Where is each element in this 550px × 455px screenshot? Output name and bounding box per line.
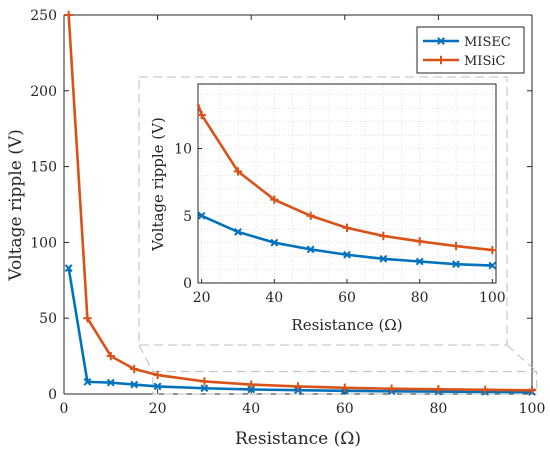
inset-point-misec-b (452, 260, 460, 269)
main-point-misec-b (247, 385, 256, 394)
inset-x-tick-label: 40 (265, 290, 283, 306)
main-point-misec-b (200, 384, 209, 393)
inset-x-tick-label: 60 (338, 290, 356, 306)
zoom-region-box (152, 371, 538, 395)
inset-y-tick-label: 0 (183, 276, 192, 292)
inset-point-misec-b (306, 245, 315, 254)
legend-box (416, 26, 525, 74)
main-y-tick-label: 100 (30, 235, 57, 251)
inset-x-tick-label: 20 (193, 290, 211, 306)
inset-point-misec-b (343, 250, 351, 259)
inset-x-tick-label: 100 (479, 290, 506, 306)
inset-point-misec-b (234, 227, 242, 236)
main-y-tick-label: 200 (30, 84, 57, 100)
inset-x-tick-label: 80 (411, 290, 429, 306)
inset-series-line-misec (197, 211, 493, 267)
main-point-misec-b (153, 382, 162, 391)
inset-y-axis-label: Voltage ripple (V) (149, 117, 167, 252)
main-point-misec-b (130, 380, 139, 389)
inset-series-group (196, 103, 497, 270)
main-x-tick-label: 100 (519, 401, 546, 417)
legend: MISEC MISiC (416, 26, 525, 74)
main-y-tick-label: 250 (30, 8, 57, 24)
inset-series-line-misic (196, 103, 493, 252)
inset-chart: 20 40 60 80 100 0 5 10 Resistance (Ω) Voltage r… (138, 76, 508, 346)
inset-y-tick-label: 5 (183, 209, 192, 225)
main-y-tick-label: 0 (48, 387, 57, 403)
inset-point-misec-b (197, 211, 206, 220)
zoom-connector-left (138, 344, 154, 372)
inset-point-misec-b (488, 261, 497, 270)
main-x-tick-label: 80 (429, 401, 447, 417)
zoom-connector-right (506, 344, 538, 372)
inset-point-misec-b (379, 254, 388, 263)
legend-label-misec: MISEC (464, 35, 511, 50)
inset-point-misec-b (415, 257, 424, 266)
main-x-tick-label: 60 (336, 401, 354, 417)
main-y-tick-label: 150 (30, 160, 57, 176)
main-y-tick-label: 50 (39, 311, 57, 327)
legend-label-misic: MISiC (464, 54, 506, 69)
main-axes (63, 14, 533, 395)
main-x-tick-label: 20 (149, 401, 167, 417)
main-series-group (64, 10, 537, 396)
zoom-guides (138, 344, 538, 395)
inset-y-tick-label: 10 (174, 142, 192, 158)
legend-marker-misec-b (437, 37, 445, 45)
inset-background (138, 76, 508, 346)
main-x-tick-label: 0 (60, 401, 69, 417)
main-y-axis-label: Voltage ripple (V) (6, 129, 26, 281)
main-x-tick-label: 40 (242, 401, 260, 417)
main-point-misec-b (106, 378, 115, 387)
main-point-misec-b (64, 264, 73, 273)
main-x-axis-label: Resistance (Ω) (235, 429, 361, 449)
inset-ticks: 20 40 60 80 100 0 5 10 (174, 142, 506, 306)
inset-x-axis-label: Resistance (Ω) (291, 316, 402, 334)
main-point-misec-b (83, 377, 92, 386)
inset-point-misec-b (270, 238, 279, 247)
